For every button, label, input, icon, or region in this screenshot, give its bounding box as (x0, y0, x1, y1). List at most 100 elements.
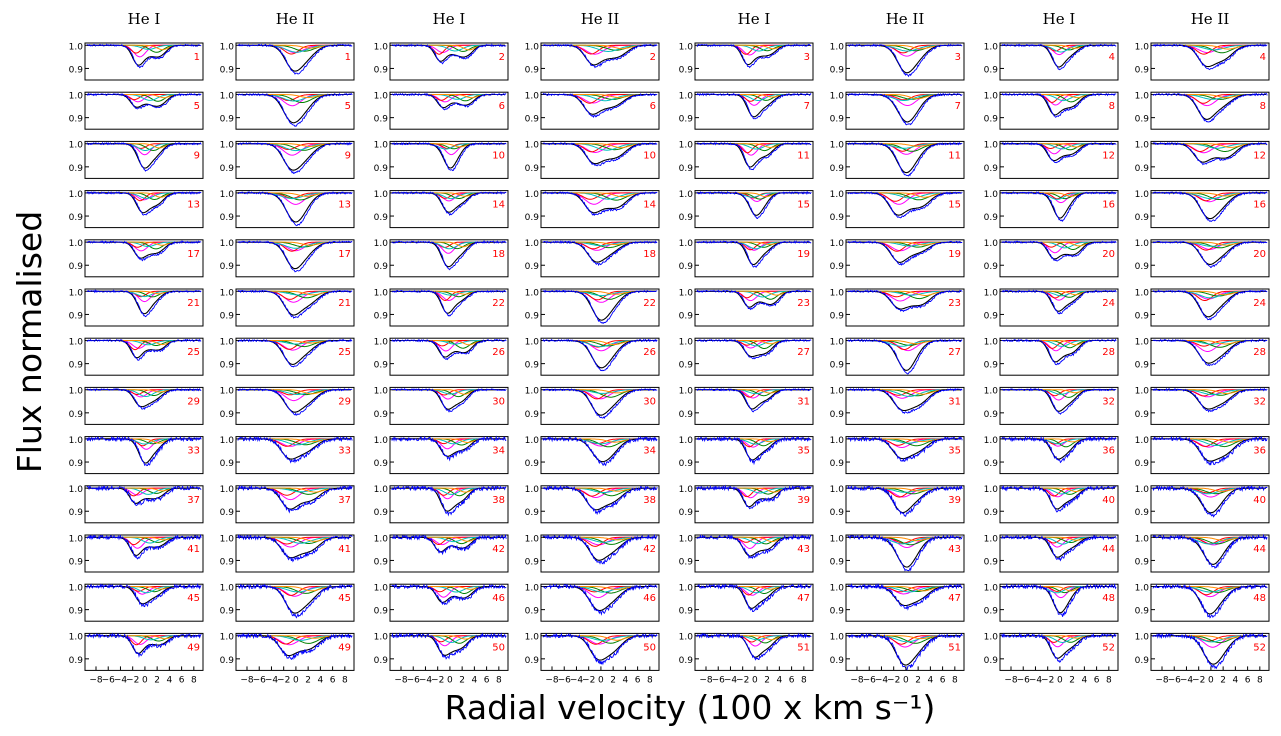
panel: 0.9 1.0 40 (1135, 484, 1270, 524)
panel: 0.9 1.0 16 (1135, 190, 1270, 229)
panel-frame (389, 140, 509, 179)
y-tick-label: 1.0 (220, 239, 235, 249)
x-tick-label: −4 (875, 675, 889, 685)
panel: 0.9 1.0 32 (1135, 387, 1270, 425)
panel-frame (694, 42, 814, 81)
observed-spectrum-line (542, 142, 658, 167)
panel: 0.9 1.0 17 (69, 239, 204, 278)
x-tick-label: 8 (647, 675, 653, 685)
panel-frame (540, 239, 660, 278)
model-total-line (86, 192, 200, 214)
y-tick-label: 1.0 (69, 190, 84, 200)
panel-frame (694, 485, 814, 524)
panel-frame (999, 436, 1119, 475)
y-tick-label: 1.0 (220, 288, 235, 298)
x-tick-label: −6 (253, 675, 267, 685)
x-tick-label: −6 (863, 675, 877, 685)
y-tick-label: 0.9 (984, 164, 999, 174)
observed-spectrum-line (1001, 484, 1117, 513)
panel-label: 22 (492, 298, 505, 309)
panel-label: 16 (1253, 200, 1266, 211)
x-tick-label: −6 (102, 675, 116, 685)
x-tick-label: 4 (623, 675, 629, 685)
x-tick-label: −6 (712, 675, 726, 685)
y-tick-label: 1.0 (374, 387, 389, 397)
panel-label: 38 (643, 495, 656, 506)
model-total-line (237, 536, 351, 559)
model-total-line (1152, 143, 1266, 163)
observed-spectrum-line (391, 338, 507, 361)
x-tick-label: 6 (1094, 675, 1100, 685)
x-tick-label: 2 (459, 675, 465, 685)
model-total-line (391, 143, 505, 169)
panel-label: 12 (1102, 150, 1115, 161)
y-tick-label: 1.0 (984, 584, 999, 594)
observed-spectrum-line (1001, 43, 1117, 71)
model-total-line (542, 438, 656, 463)
panel: 0.9 1.0 4 (1135, 42, 1270, 81)
y-tick-label: 0.9 (525, 311, 540, 321)
y-tick-label: 0.9 (679, 115, 694, 125)
panel-label: 15 (797, 200, 810, 211)
model-total-line (1001, 487, 1115, 510)
model-component-line (391, 94, 505, 103)
x-tick-label: 4 (472, 675, 478, 685)
panel-frame (389, 190, 509, 229)
panel-frame (1150, 288, 1270, 327)
model-total-line (1001, 290, 1115, 312)
panel-label: 49 (187, 642, 200, 653)
y-tick-label: 0.9 (830, 311, 845, 321)
observed-spectrum-line (1001, 240, 1117, 262)
x-tick-label: −8 (1004, 675, 1018, 685)
panel-label: 16 (1102, 200, 1115, 211)
panel-frame (84, 140, 204, 179)
panel-frame (84, 42, 204, 81)
panel-frame (389, 534, 509, 573)
y-tick-label: 1.0 (679, 534, 694, 544)
observed-spectrum-line (237, 191, 353, 227)
x-tick-label: 4 (777, 675, 783, 685)
y-tick-label: 1.0 (69, 633, 84, 643)
panel: 0.9 1.0 41 (220, 533, 355, 573)
x-tick-label: 6 (789, 675, 795, 685)
observed-spectrum-line (1001, 141, 1117, 164)
panel-frame (389, 337, 509, 376)
column-title: He I (128, 10, 161, 28)
panel: 0.9 1.0 26 (525, 338, 660, 376)
observed-spectrum-line (1001, 191, 1117, 222)
observed-spectrum-line (1152, 141, 1268, 166)
y-tick-label: 0.9 (679, 607, 694, 617)
y-tick-label: 0.9 (1135, 311, 1150, 321)
panel-frame (999, 140, 1119, 179)
panel-label: 15 (948, 200, 961, 211)
y-tick-label: 1.0 (679, 42, 694, 52)
y-tick-label: 0.9 (1135, 508, 1150, 518)
y-tick-label: 1.0 (679, 584, 694, 594)
panel-frame (1150, 485, 1270, 524)
x-tick-label: 8 (342, 675, 348, 685)
panel-frame (540, 91, 660, 130)
observed-spectrum-line (542, 92, 658, 119)
panel-label: 35 (948, 446, 961, 457)
observed-spectrum-line (696, 190, 812, 219)
model-component-line (696, 290, 810, 298)
model-component-line (86, 44, 200, 58)
y-tick-label: 1.0 (374, 534, 389, 544)
panel: 0.9 1.0 25 (69, 338, 204, 376)
panel-label: 23 (797, 298, 810, 309)
observed-spectrum-line (86, 435, 202, 467)
panel-frame (1150, 42, 1270, 81)
y-tick-label: 0.9 (830, 410, 845, 420)
panel: 0.9 1.0 1 (220, 42, 355, 81)
panel-frame (1150, 190, 1270, 229)
panel-frame (389, 485, 509, 524)
observed-spectrum-line (237, 436, 353, 464)
y-tick-label: 0.9 (220, 262, 235, 272)
observed-spectrum-line (1001, 632, 1117, 663)
panel-frame (84, 288, 204, 327)
observed-spectrum-line (696, 240, 812, 268)
panel-label: 3 (955, 52, 961, 63)
model-component-line (391, 340, 505, 349)
y-tick-label: 0.9 (69, 410, 84, 420)
model-total-line (86, 93, 200, 108)
